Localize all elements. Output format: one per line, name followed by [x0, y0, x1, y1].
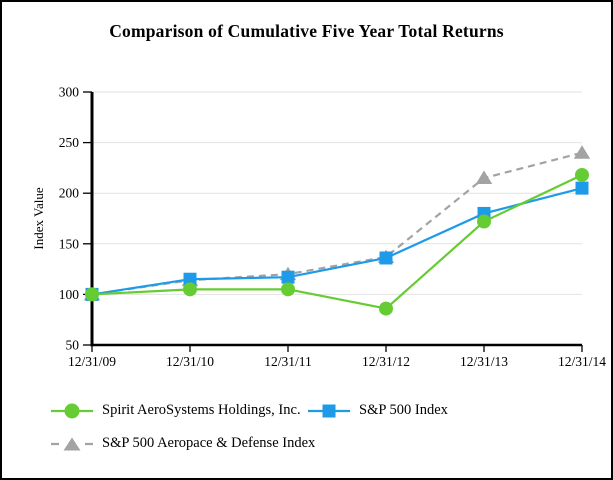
svg-text:50: 50 — [66, 338, 80, 353]
legend-marker-sp500-square-icon — [308, 403, 350, 419]
series-spirit-aerosystems-holdings-inc — [85, 167, 589, 316]
svg-text:12/31/13: 12/31/13 — [460, 354, 508, 369]
series-s-p-500-index — [85, 181, 589, 301]
svg-text:12/31/10: 12/31/10 — [166, 354, 214, 369]
legend-label-aero-defense: S&P 500 Aeropace & Defense Index — [102, 435, 316, 451]
legend-marker-spirit-circle-icon — [51, 403, 93, 419]
svg-text:200: 200 — [59, 186, 80, 201]
tick-marks — [83, 91, 583, 352]
legend-label-sp500: S&P 500 Index — [359, 402, 448, 418]
series-s-p-500-aeropace-defense-index — [83, 145, 591, 301]
legend-item-spirit: Spirit AeroSystems Holdings, Inc. — [51, 402, 301, 419]
svg-text:12/31/14: 12/31/14 — [558, 354, 606, 369]
axes — [90, 92, 582, 347]
svg-text:300: 300 — [59, 85, 80, 100]
legend-marker-aero-defense-triangle-icon — [51, 436, 93, 452]
legend-label-spirit: Spirit AeroSystems Holdings, Inc. — [102, 402, 301, 418]
legend-item-aero-defense: S&P 500 Aeropace & Defense Index — [51, 435, 315, 452]
legend-item-sp500: S&P 500 Index — [308, 402, 448, 419]
chart-title: Comparison of Cumulative Five Year Total… — [109, 21, 504, 41]
svg-text:100: 100 — [59, 287, 80, 302]
y-tick-labels: 50 100 150 200 250 300 — [59, 85, 80, 353]
svg-text:250: 250 — [59, 135, 80, 150]
gridlines — [92, 91, 582, 295]
svg-text:12/31/12: 12/31/12 — [362, 354, 410, 369]
svg-text:12/31/11: 12/31/11 — [264, 354, 312, 369]
x-tick-labels: 12/31/09 12/31/10 12/31/11 12/31/12 12/31/13… — [68, 354, 606, 369]
svg-text:12/31/09: 12/31/09 — [68, 354, 116, 369]
y-axis-title: Index Value — [31, 187, 46, 249]
svg-text:150: 150 — [59, 236, 80, 251]
